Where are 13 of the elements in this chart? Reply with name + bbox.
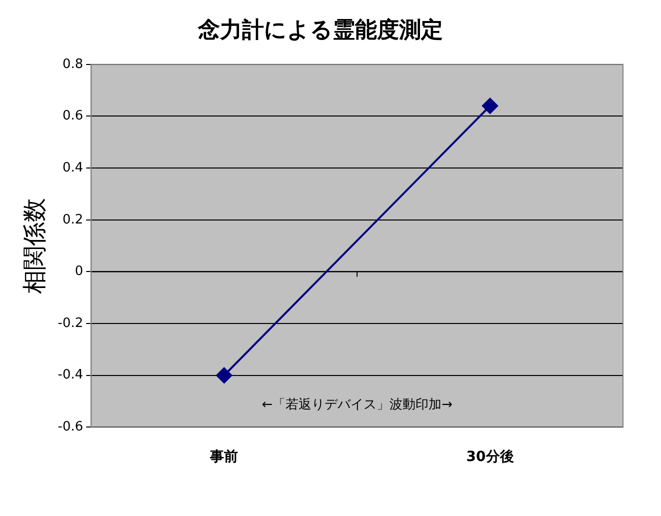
y-tick-label: -0.2	[58, 316, 84, 331]
annotation: ←「若返りデバイス」波動印加→	[262, 398, 453, 413]
y-tick-label: 0	[74, 264, 84, 280]
y-tick-label: 0.6	[62, 108, 84, 124]
y-tick-label: -0.4	[58, 368, 84, 383]
y-tick-label: 0.2	[62, 212, 84, 228]
x-tick-label: 事前	[209, 449, 238, 466]
chart-title: 念力計による霊能度測定	[197, 16, 443, 43]
x-tick-label: 30分後	[466, 449, 514, 466]
y-axis-title: 相関係数	[20, 198, 49, 294]
y-tick-label: 0.8	[62, 56, 84, 72]
y-tick-label: -0.6	[58, 420, 84, 435]
y-tick-label: 0.4	[62, 160, 84, 176]
